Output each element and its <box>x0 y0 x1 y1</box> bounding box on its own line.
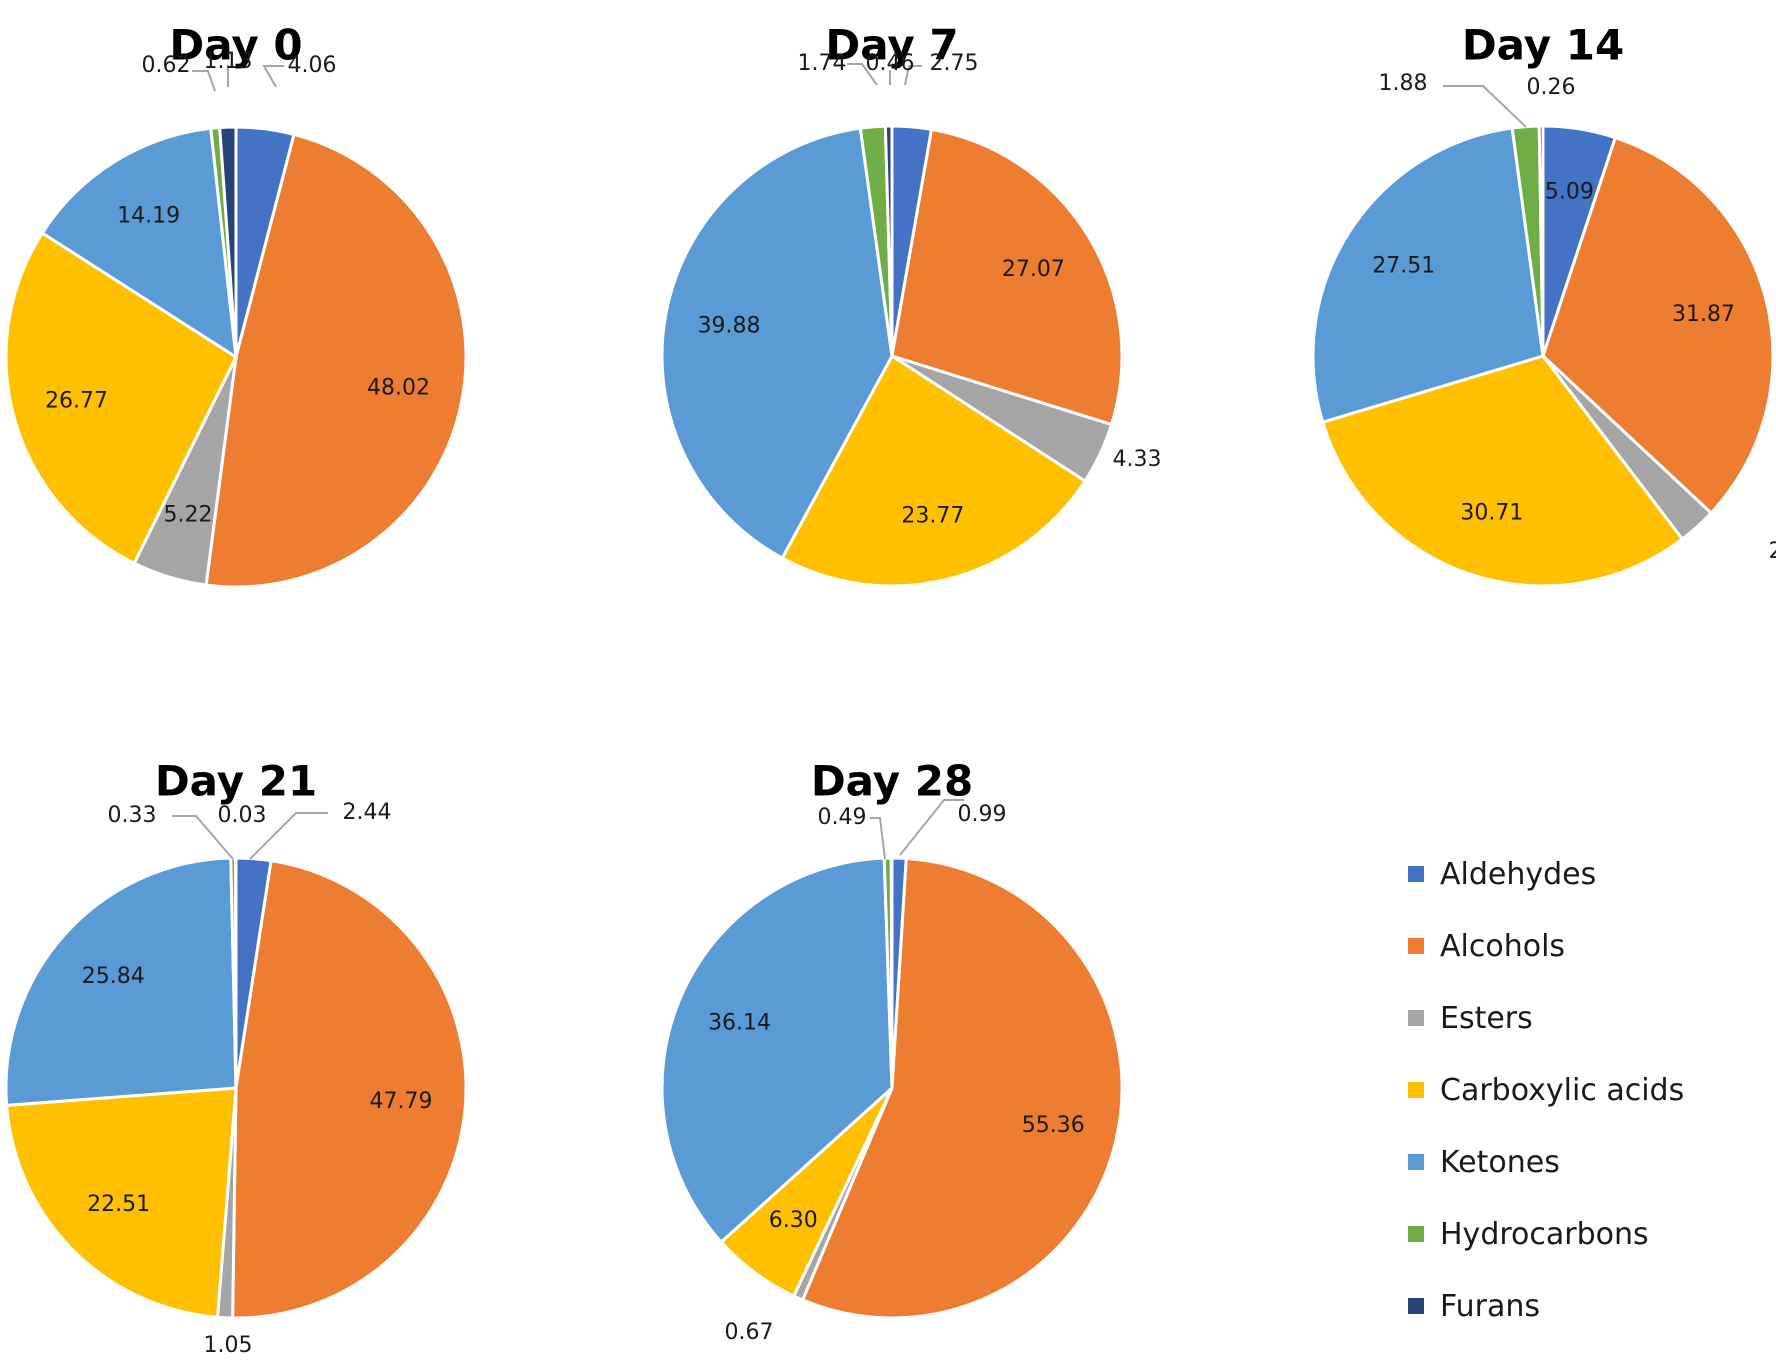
pie-slice-ketones <box>660 126 894 561</box>
slice-label: 23.77 <box>901 503 964 528</box>
slice-label: 0.49 <box>818 805 867 830</box>
legend-label-hydrocarbons: Hydrocarbons <box>1440 1216 1649 1252</box>
legend-item-hydrocarbons: Hydrocarbons <box>1408 1198 1748 1270</box>
pie-slice-furans <box>218 125 238 358</box>
legend-label-alcohols: Alcohols <box>1440 928 1566 964</box>
leader-line <box>262 65 284 88</box>
slice-label: 25.84 <box>82 964 145 989</box>
leader-line <box>847 63 878 86</box>
legend-item-carboxylic-acids: Carboxylic acids <box>1408 1054 1748 1126</box>
pie-title: Day 7 <box>825 21 958 70</box>
slice-label: 2.69 <box>1769 539 1776 564</box>
legend-label-aldehydes: Aldehydes <box>1440 856 1597 892</box>
slice-label: 31.87 <box>1672 302 1735 327</box>
legend-label-esters: Esters <box>1440 1000 1533 1036</box>
slice-label: 0.46 <box>866 51 915 76</box>
leader-line <box>899 799 964 856</box>
legend-item-ketones: Ketones <box>1408 1126 1748 1198</box>
pie-title: Day 0 <box>169 21 302 70</box>
slice-label: 6.30 <box>769 1208 818 1233</box>
pie-title: Day 28 <box>811 757 973 806</box>
legend-swatch-ketones <box>1408 1154 1424 1170</box>
slice-label: 1.88 <box>1379 71 1428 96</box>
pie-slice-alcohols <box>204 132 468 589</box>
legend-swatch-aldehydes <box>1408 866 1424 882</box>
pie-slice-alcohols <box>1541 135 1775 516</box>
pie-chart-1: Day 04.06 48.02 5.22 26.77 14.19 0.62 1.13 <box>4 21 468 589</box>
slice-label: 0.26 <box>1527 75 1576 100</box>
slice-label: 1.05 <box>204 1333 253 1358</box>
leader-line <box>1443 85 1527 128</box>
legend-label-ketones: Ketones <box>1440 1144 1560 1180</box>
pie-title: Day 21 <box>155 757 317 806</box>
legend-swatch-alcohols <box>1408 938 1424 954</box>
slice-label: 0.67 <box>725 1320 774 1345</box>
slice-label: 27.51 <box>1372 253 1435 278</box>
leader-line <box>904 65 922 86</box>
slice-label: 4.33 <box>1113 447 1162 472</box>
pie-chart-3: Day 14 5.09 31.87 2.69 30.71 27.51 1.88 0.26 <box>1311 21 1776 588</box>
slice-label: 27.07 <box>1002 257 1065 282</box>
pie-chart-4: Day 21 2.44 47.79 1.05 22.51 25.84 0.33 0.03 <box>4 757 468 1358</box>
slice-label: 0.99 <box>958 802 1007 827</box>
pie-slice-carboxylic-acids <box>1320 354 1685 588</box>
slice-label: 2.75 <box>930 51 979 76</box>
legend-swatch-furans <box>1408 1298 1424 1314</box>
pie-slice-ketones <box>4 856 238 1107</box>
slice-label: 0.62 <box>142 53 191 78</box>
slice-label: 55.36 <box>1022 1113 1085 1138</box>
pie-slice-furans <box>883 124 894 357</box>
pie-chart-2: Day 72.75 27.07 4.33 23.77 39.88 1.74 0.46 <box>660 21 1162 588</box>
leader-line <box>172 815 234 860</box>
pie-slice-alcohols <box>231 858 468 1320</box>
pie-title: Day 14 <box>1462 21 1624 70</box>
legend-item-aldehydes: Aldehydes <box>1408 838 1748 910</box>
leader-line <box>249 812 328 860</box>
legend-swatch-hydrocarbons <box>1408 1226 1424 1242</box>
pie-slice-alcohols <box>890 127 1124 427</box>
leader-line <box>870 817 886 860</box>
pie-slice-alcohols <box>800 856 1124 1320</box>
legend-item-furans: Furans <box>1408 1270 1748 1342</box>
slice-label: 2.44 <box>343 800 392 825</box>
slice-label: 0.33 <box>108 803 157 828</box>
pie-chart-5: Day 280.99 55.36 0.67 6.30 36.14 0.49 <box>660 757 1124 1345</box>
slice-label: 1.74 <box>798 51 847 76</box>
slice-label: 36.14 <box>708 1010 771 1035</box>
slice-label: 4.06 <box>288 53 337 78</box>
slice-label: 26.77 <box>45 388 108 413</box>
slice-label: 39.88 <box>698 313 761 338</box>
legend-swatch-esters <box>1408 1010 1424 1026</box>
pie-slice-carboxylic-acids <box>5 1086 238 1319</box>
pie-slice-carboxylic-acids <box>4 230 238 566</box>
pie-slice-carboxylic-acids <box>780 353 1088 588</box>
legend-label-furans: Furans <box>1440 1288 1540 1324</box>
slice-label: 1.13 <box>204 49 253 74</box>
legend-label-carboxylic-acids: Carboxylic acids <box>1440 1072 1685 1108</box>
leader-line <box>192 70 216 92</box>
slice-label: 5.22 <box>163 502 212 527</box>
pie-slice-furans <box>1537 124 1545 357</box>
slice-label: 22.51 <box>87 1192 150 1217</box>
slice-label: 30.71 <box>1460 500 1523 525</box>
slice-label: 0.03 <box>218 803 267 828</box>
pie-slice-ketones <box>40 126 238 360</box>
legend-item-esters: Esters <box>1408 982 1748 1054</box>
legend: Aldehydes Alcohols Esters Carboxylic aci… <box>1408 838 1748 1342</box>
legend-swatch-carboxylic-acids <box>1408 1082 1424 1098</box>
slice-label: 48.02 <box>367 376 430 401</box>
legend-item-alcohols: Alcohols <box>1408 910 1748 982</box>
pie-slice-ketones <box>1311 126 1545 425</box>
pie-slice-ketones <box>660 856 894 1245</box>
slice-label: 14.19 <box>117 203 180 228</box>
slice-label: 47.79 <box>370 1089 433 1114</box>
slice-label: 5.09 <box>1545 180 1594 205</box>
pie-slice-furans <box>889 856 894 1089</box>
